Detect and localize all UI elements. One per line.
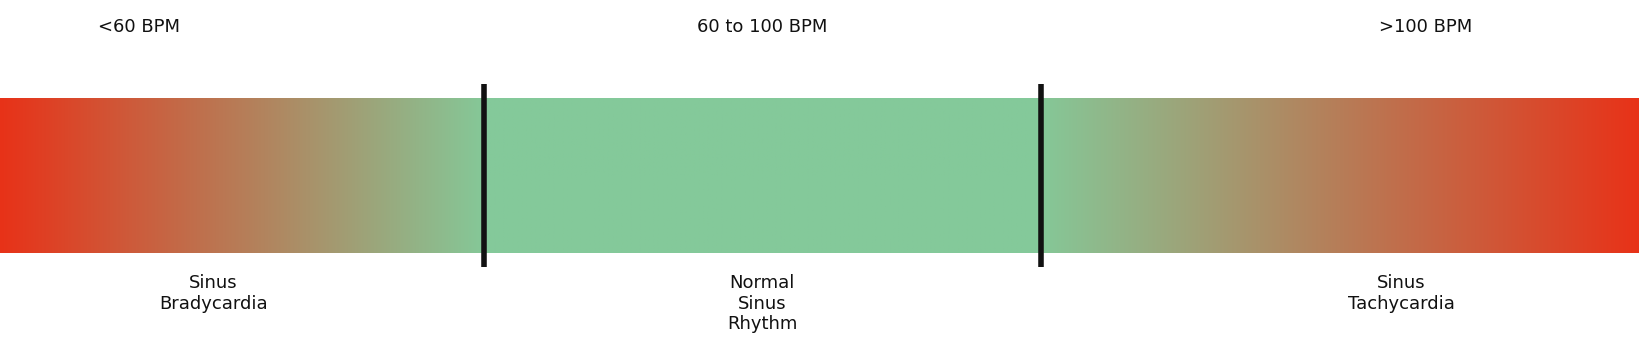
Text: >100 BPM: >100 BPM bbox=[1380, 18, 1472, 35]
Text: Sinus
Bradycardia: Sinus Bradycardia bbox=[159, 274, 267, 313]
Text: <60 BPM: <60 BPM bbox=[98, 18, 180, 35]
Text: Sinus
Tachycardia: Sinus Tachycardia bbox=[1347, 274, 1455, 313]
Text: Normal
Sinus
Rhythm: Normal Sinus Rhythm bbox=[728, 274, 797, 333]
Text: 60 to 100 BPM: 60 to 100 BPM bbox=[697, 18, 828, 35]
